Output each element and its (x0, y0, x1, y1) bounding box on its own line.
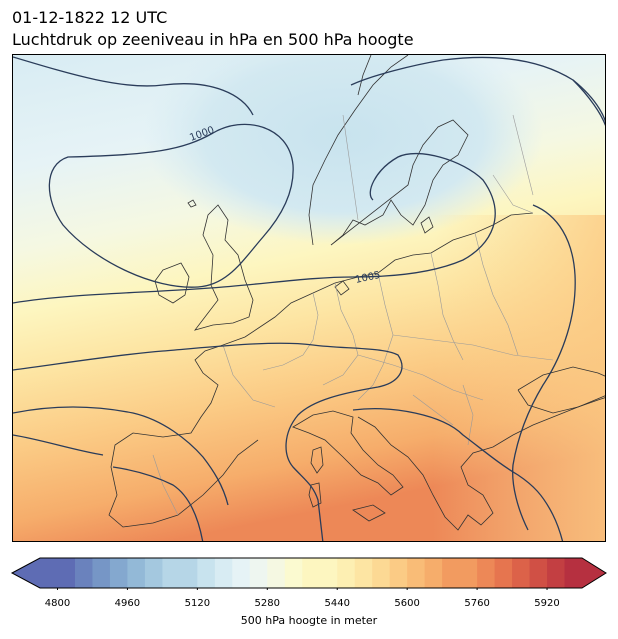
colorbar-bin (547, 558, 566, 588)
colorbar-bin (284, 558, 303, 588)
isobar-1005 (13, 152, 496, 304)
map-svg: 1000 1005 (13, 55, 605, 541)
colorbar-extend-high (582, 558, 606, 588)
weather-map: 1000 1005 (12, 54, 606, 542)
colorbar-bin (442, 558, 461, 588)
colorbar-bin (564, 558, 583, 588)
colorbar-tick-label: 5920 (534, 598, 560, 609)
colorbar-bin (232, 558, 251, 588)
colorbar-bin (319, 558, 338, 588)
colorbar-bin (302, 558, 321, 588)
colorbar-bin (162, 558, 181, 588)
colorbar-tick-label: 5440 (324, 598, 350, 609)
isobar-1000 (48, 123, 294, 288)
isobar-ne-edge (572, 79, 605, 127)
colorbar-bin (214, 558, 233, 588)
colorbar-bin (512, 558, 531, 588)
colorbar-outline (10, 557, 607, 589)
colorbar-bin (249, 558, 268, 588)
height-field-east (433, 215, 605, 541)
isobar-southwest (13, 434, 204, 541)
colorbar-bin (477, 558, 496, 588)
colorbar-bin (127, 558, 146, 588)
colorbar-tick-label: 4800 (44, 598, 71, 609)
isobar-northeast (350, 56, 605, 123)
colorbar-tick-label: 5600 (394, 598, 420, 609)
isobar-balkans (352, 408, 564, 541)
colorbar-bin (354, 558, 373, 588)
colorbar-extend-low (12, 558, 40, 588)
colorbar-bin (459, 558, 478, 588)
colorbar-bin (74, 558, 93, 588)
map-title-date: 01-12-1822 12 UTC (12, 8, 168, 27)
isobars (13, 56, 605, 541)
colorbar-bin (267, 558, 286, 588)
colorbar-tick-label: 4960 (114, 598, 141, 609)
colorbar-bin (179, 558, 198, 588)
colorbar-label: 500 hPa hoogte in meter (240, 614, 378, 627)
coastlines (108, 55, 605, 531)
colorbar-bin (424, 558, 443, 588)
isobar-south-center (13, 342, 403, 541)
isobar-iberia (13, 406, 229, 506)
colorbar-bin (337, 558, 356, 588)
country-borders (152, 114, 554, 516)
isobar-east (512, 204, 576, 531)
colorbar-bin (57, 558, 76, 588)
colorbar-bin (40, 558, 58, 588)
colorbar-bin (197, 558, 216, 588)
map-title-description: Luchtdruk op zeeniveau in hPa en 500 hPa… (12, 30, 414, 49)
colorbar-bin (109, 558, 128, 588)
colorbar-tick-label: 5120 (184, 598, 211, 609)
colorbar-tick-label: 5760 (464, 598, 490, 609)
colorbar-bin (372, 558, 391, 588)
colorbar-bin (407, 558, 426, 588)
isobar-label-1005: 1005 (354, 270, 381, 286)
colorbar-bin (144, 558, 163, 588)
colorbar-bin (92, 558, 111, 588)
colorbar-bin (389, 558, 408, 588)
colorbar-bin (494, 558, 513, 588)
colorbar-tick-label: 5280 (254, 598, 281, 609)
colorbar (10, 557, 607, 590)
colorbar-bin (529, 558, 548, 588)
isobar-north (13, 56, 254, 116)
